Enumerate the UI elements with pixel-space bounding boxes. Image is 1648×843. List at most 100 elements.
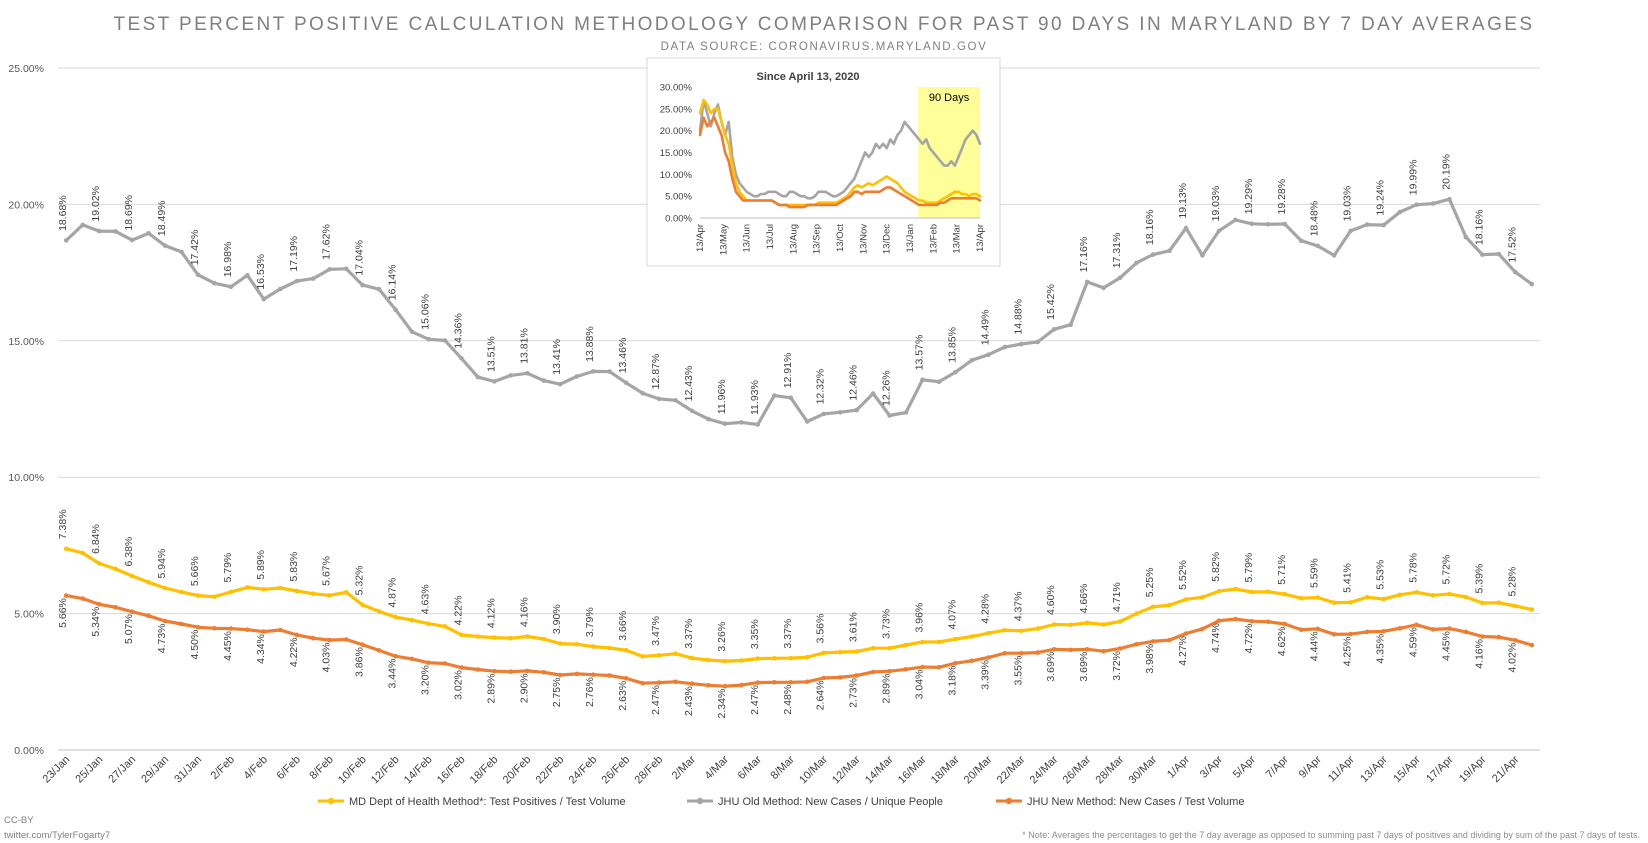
data-point [129,609,135,614]
data-point [1035,650,1041,655]
data-point [1002,650,1008,656]
data-label: 2.90% [518,673,530,703]
y-tick-label: 15.00% [8,336,44,348]
data-point [1348,228,1353,234]
data-point [1051,327,1057,332]
data-label: 14.88% [1012,299,1024,335]
data-point [607,645,612,651]
data-point [969,658,975,664]
data-point [1496,600,1502,605]
data-label: 4.12% [485,598,497,628]
data-point [1381,629,1386,634]
data-label: 5.72% [1440,555,1452,585]
data-point [360,282,365,288]
data-point [837,410,843,415]
data-label: 11.93% [749,380,761,415]
data-label: 19.24% [1375,180,1387,216]
data-point [1480,600,1485,606]
data-point [1480,634,1485,639]
data-point [903,642,909,648]
data-point [953,369,958,375]
data-point [1266,589,1271,595]
data-label: 4.03% [321,643,333,673]
data-label: 5.53% [1375,560,1387,590]
data-label: 4.73% [156,624,168,654]
data-label: 4.72% [1243,624,1255,654]
data-label: 3.18% [946,666,958,696]
data-point [1167,637,1172,643]
data-label: 3.98% [1144,644,1156,674]
data-label: 14.49% [979,310,991,346]
data-point [1233,217,1238,223]
data-point [360,642,365,647]
data-point [689,681,695,686]
data-point [525,371,530,376]
data-label: 5.66% [189,556,201,586]
data-label: 5.34% [90,607,102,637]
data-label: 16.98% [222,242,234,278]
data-label: 3.20% [420,665,432,695]
data-point [1084,279,1090,285]
data-label: 4.22% [452,596,464,626]
data-point [1249,589,1255,595]
data-point [1266,619,1271,625]
data-label: 18.49% [156,200,168,236]
data-label: 5.71% [1276,555,1288,585]
data-point [557,381,563,387]
data-point [1216,588,1222,594]
data-point [640,390,645,396]
data-point [492,635,497,640]
data-point [393,653,398,659]
data-label: 3.73% [881,609,893,639]
y-tick-label: 25.00% [8,63,44,75]
data-label: 3.79% [584,607,596,637]
data-label: 3.55% [1012,656,1024,686]
main-data-labels: 7.38% 6.84% 6.38% 5.94% 5.66% 5.79% 5.89% 5.83%… [57,154,1518,718]
data-point [541,636,547,642]
data-point [854,673,859,678]
data-point [162,243,168,248]
data-point [1529,281,1535,287]
data-point [837,675,843,680]
data-point [1249,618,1255,624]
data-label: 4.45% [222,631,234,661]
data-label: 2.64% [815,681,827,711]
data-point [1233,586,1238,592]
data-point [640,680,645,686]
data-label: 6.84% [90,524,102,554]
data-point [146,613,151,619]
data-point [228,284,234,290]
data-point [936,379,942,385]
data-point [1200,253,1205,258]
data-point [212,626,217,631]
data-point [409,329,415,335]
data-label: 5.32% [354,566,366,596]
data-point [870,645,876,651]
data-point [574,671,579,677]
data-label: 5.66% [57,598,69,628]
data-label: 5.79% [1243,553,1255,583]
data-label: 4.59% [1408,627,1420,657]
data-point [1496,251,1502,257]
main-series-lines [63,196,1535,689]
inset-series-line [698,98,982,200]
data-label: 3.44% [387,659,399,689]
data-label: 3.37% [683,619,695,649]
data-point [393,307,398,313]
data-point [755,680,761,685]
data-label: 2.47% [650,685,662,715]
data-point [1298,596,1304,601]
data-point [1430,627,1436,632]
data-point [623,647,629,653]
data-label: 17.19% [288,236,300,272]
data-point [327,637,333,643]
data-point [590,369,596,374]
data-point [63,238,69,243]
data-point [936,639,942,645]
data-point [804,679,810,685]
data-label: 5.79% [222,553,234,583]
inset-x-tick-label: 13/May [718,224,729,255]
legend-entry: MD Dept of Health Method*: Test Positive… [349,796,626,808]
data-point [1529,642,1535,648]
data-label: 17.16% [1078,237,1090,273]
